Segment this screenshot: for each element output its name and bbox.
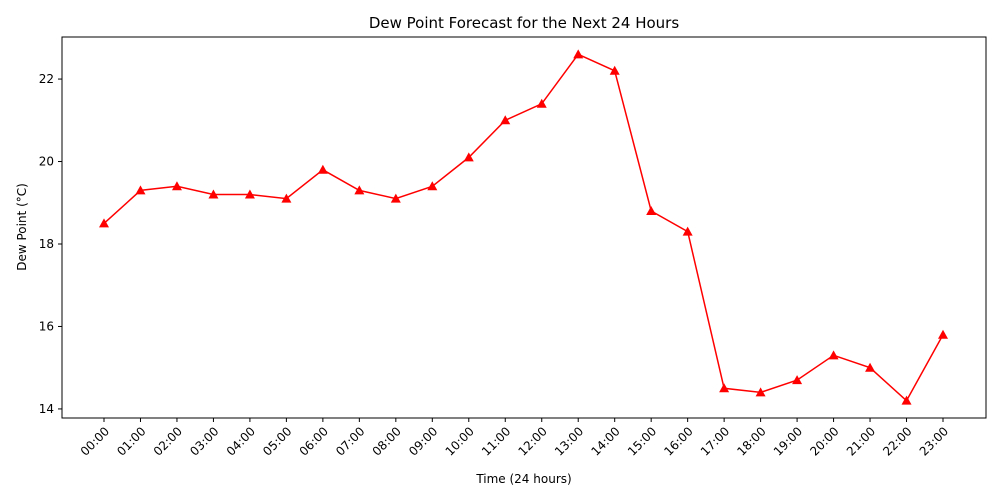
x-tick-label: 16:00 xyxy=(661,424,695,458)
data-point-marker xyxy=(901,395,912,405)
x-tick-label: 12:00 xyxy=(515,424,549,458)
x-tick-label: 21:00 xyxy=(844,424,878,458)
data-point-marker xyxy=(573,49,584,59)
x-tick-label: 01:00 xyxy=(114,424,148,458)
x-tick-label: 17:00 xyxy=(698,424,732,458)
x-tick-label: 04:00 xyxy=(224,424,258,458)
data-point-marker xyxy=(281,193,292,203)
y-axis-label: Dew Point (°C) xyxy=(15,183,29,271)
plot-area xyxy=(61,36,987,419)
data-point-marker xyxy=(609,65,620,75)
x-axis: 00:00 01:00 02:00 03:00 04:00 05:00 06:00 07:00… xyxy=(78,418,951,459)
x-tick-label: 23:00 xyxy=(917,424,951,458)
x-tick-label: 02:00 xyxy=(151,424,185,458)
y-tick-label: 18 xyxy=(39,237,54,251)
x-tick-label: 14:00 xyxy=(588,424,622,458)
x-tick-label: 07:00 xyxy=(333,424,367,458)
y-tick-label: 14 xyxy=(39,402,54,416)
x-tick-label: 20:00 xyxy=(807,424,841,458)
data-point-marker xyxy=(792,375,803,385)
series-markers xyxy=(99,49,948,405)
data-point-marker xyxy=(719,383,730,393)
x-tick-label: 11:00 xyxy=(479,424,513,458)
data-point-marker xyxy=(500,115,511,125)
x-tick-label: 09:00 xyxy=(406,424,440,458)
y-axis: 14 16 18 20 22 xyxy=(39,72,62,416)
data-point-marker xyxy=(244,189,255,199)
x-axis-label: Time (24 hours) xyxy=(475,472,571,486)
x-tick-label: 06:00 xyxy=(297,424,331,458)
x-tick-label: 19:00 xyxy=(771,424,805,458)
x-tick-label: 18:00 xyxy=(734,424,768,458)
data-point-marker xyxy=(317,164,328,174)
x-tick-label: 00:00 xyxy=(78,424,112,458)
data-point-marker xyxy=(865,362,876,372)
data-point-marker xyxy=(682,226,693,236)
data-point-marker xyxy=(135,185,146,195)
data-point-marker xyxy=(646,206,657,216)
data-point-marker xyxy=(208,189,219,199)
data-point-marker xyxy=(390,193,401,203)
data-point-marker xyxy=(828,350,839,360)
x-tick-label: 13:00 xyxy=(552,424,586,458)
y-tick-label: 20 xyxy=(39,155,54,169)
x-tick-label: 15:00 xyxy=(625,424,659,458)
x-tick-label: 03:00 xyxy=(187,424,221,458)
data-point-marker xyxy=(354,185,365,195)
data-point-marker xyxy=(536,98,547,108)
series-line xyxy=(103,53,944,402)
x-tick-label: 05:00 xyxy=(260,424,294,458)
x-tick-label: 10:00 xyxy=(443,424,477,458)
data-point-marker xyxy=(755,387,766,397)
data-point-marker xyxy=(427,181,438,191)
data-point-marker xyxy=(463,152,474,162)
data-point-marker xyxy=(99,218,109,228)
data-point-marker xyxy=(171,181,182,191)
x-tick-label: 22:00 xyxy=(880,424,914,458)
data-point-marker xyxy=(938,329,948,339)
x-tick-label: 08:00 xyxy=(370,424,404,458)
chart-title: Dew Point Forecast for the Next 24 Hours xyxy=(369,14,680,32)
y-tick-label: 22 xyxy=(39,72,54,86)
y-tick-label: 16 xyxy=(39,319,54,333)
